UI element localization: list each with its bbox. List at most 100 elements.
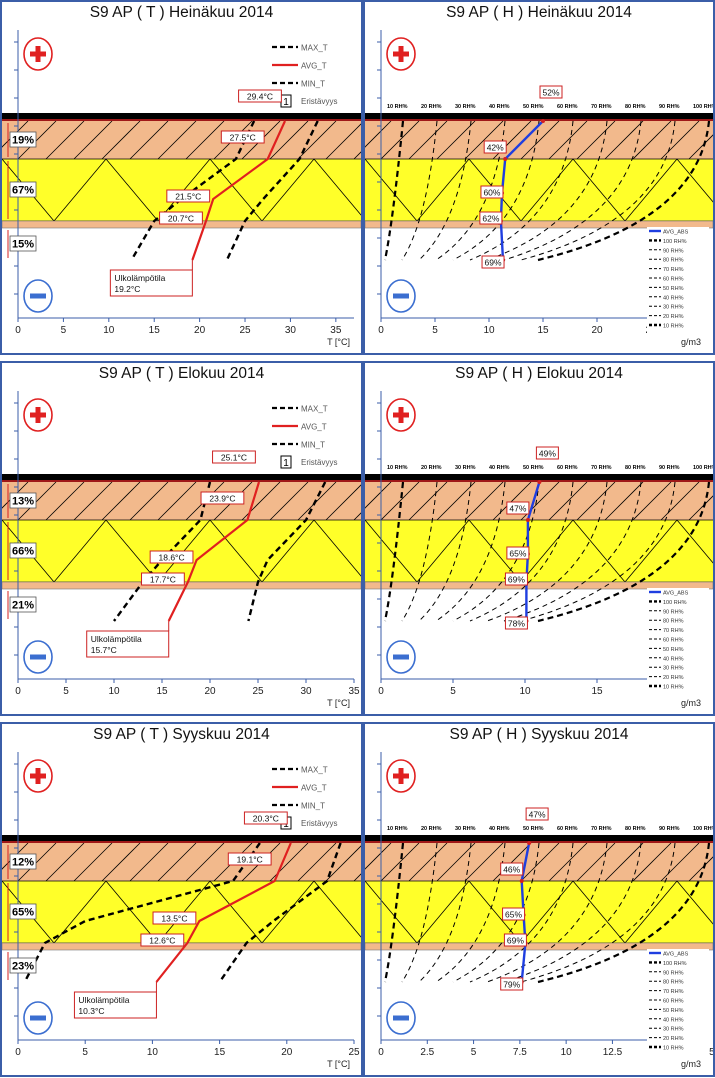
- wood-hatch: [157, 120, 197, 160]
- x-tick-label: 20: [204, 686, 216, 697]
- legend-label: 70 RH%: [663, 628, 684, 634]
- plus-icon-bar: [35, 46, 41, 62]
- x-tick-label: 7.5: [513, 1047, 527, 1058]
- wood-hatch: [464, 481, 504, 521]
- legend-label: 60 RH%: [663, 999, 684, 1005]
- rh-curve-label: 100 RH%: [693, 104, 713, 110]
- rh-curve: [486, 842, 608, 983]
- rh-point-label-box: [480, 185, 504, 199]
- chart-title: S9 AP ( H ) Elokuu 2014: [455, 365, 623, 382]
- wood-hatch: [2, 481, 29, 509]
- outdoor-label: Ulkolämpötila: [91, 634, 142, 644]
- wood-hatch: [688, 495, 713, 521]
- outdoor-label: Ulkolämpötila: [114, 273, 165, 283]
- wood-hatch: [129, 481, 169, 521]
- legend-label: 60 RH%: [663, 638, 684, 644]
- rh-point-label-box: [483, 140, 507, 154]
- rh-point-label-box: [479, 211, 503, 225]
- legend-label: 80 RH%: [663, 619, 684, 625]
- inner-board: [365, 581, 713, 590]
- wood-hatch: [548, 120, 588, 160]
- insulation-pattern: [676, 158, 713, 203]
- insulation-pattern: [313, 158, 361, 216]
- series-avg-t: [155, 842, 292, 983]
- wood-hatch: [297, 842, 337, 882]
- rh-curve-label: 100 RH%: [693, 465, 713, 471]
- layer-share: 21%: [12, 600, 34, 612]
- legend-label: 100 RH%: [663, 961, 687, 967]
- x-tick-label: 0: [378, 1047, 384, 1058]
- roof-membrane: [2, 113, 361, 121]
- wood-hatch: [660, 842, 700, 882]
- rh-curve-label: 40 RH%: [489, 826, 510, 832]
- legend-label: MIN_T: [301, 802, 325, 811]
- wood-hatch: [408, 481, 448, 521]
- avg-point-label: 23.9°C: [209, 494, 235, 504]
- x-tick-label: 15: [149, 325, 161, 336]
- legend-label: 80 RH%: [663, 980, 684, 986]
- avg-point-label-box: [212, 450, 256, 464]
- rh-curve: [418, 120, 472, 261]
- chart-title: S9 AP ( T ) Heinäkuu 2014: [89, 4, 274, 21]
- x-tick-label: 35: [330, 325, 342, 336]
- wood-hatch: [380, 842, 420, 882]
- rh-curve: [383, 842, 405, 983]
- wood-hatch: [2, 120, 29, 148]
- rh-curve-label: 100 RH%: [693, 826, 713, 832]
- x-tick-label: 0: [15, 686, 21, 697]
- legend-label: 50 RH%: [663, 647, 684, 653]
- rh-curve: [383, 481, 405, 622]
- rh-curve-label: 90 RH%: [659, 465, 680, 471]
- legend-label: MAX_T: [301, 405, 328, 414]
- minus-icon-bar: [393, 654, 409, 660]
- layer-share: 13%: [12, 496, 34, 508]
- avg-abs-point: [527, 841, 532, 845]
- rh-point-label-box: [503, 933, 527, 947]
- avg-point-label: 21.5°C: [175, 192, 201, 202]
- rh-curve-label: 60 RH%: [557, 465, 578, 471]
- rh-curve-label: 40 RH%: [489, 104, 510, 110]
- plus-icon-bar: [398, 407, 404, 423]
- wood-hatch: [632, 120, 672, 160]
- legend-label: MAX_T: [301, 44, 328, 53]
- wood-hatch: [129, 842, 169, 882]
- inner-board: [365, 942, 713, 951]
- rh-curve: [537, 120, 711, 262]
- rh-point-label-box: [539, 85, 563, 99]
- wood-hatch: [632, 481, 672, 521]
- wood-hatch: [464, 120, 504, 160]
- rh-curve: [418, 481, 472, 622]
- x-tick-label: 2.5: [420, 1047, 434, 1058]
- legend-label: 30 RH%: [663, 666, 684, 672]
- wood-hatch: [688, 134, 713, 160]
- temperature-profile-chart: 0 5 10 15 20 25 30 35T [°C] MAX_T AVG_T MIN_T 1 Eris…: [2, 30, 361, 347]
- wood-hatch: [101, 842, 141, 882]
- legend-label: 20 RH%: [663, 1036, 684, 1042]
- insulation-layer: [365, 520, 713, 582]
- avg-point-label: 20.3°C: [253, 814, 279, 824]
- rh-curve-label: 80 RH%: [625, 465, 646, 471]
- wood-hatch: [297, 120, 337, 160]
- temperature-panel: S9 AP ( T ) Syyskuu 2014 0 5 10 15 20 25 T [°C…: [0, 722, 363, 1077]
- legend-label: 50 RH%: [663, 1008, 684, 1014]
- rh-curve: [537, 842, 711, 984]
- layer-number: 1: [283, 458, 289, 469]
- rh-curve: [401, 481, 438, 622]
- x-axis-label: g/m3: [681, 337, 701, 347]
- rh-curve: [401, 842, 438, 983]
- outdoor-label-box: [86, 630, 170, 658]
- legend-label: 30 RH%: [663, 1027, 684, 1033]
- wood-hatch: [73, 481, 113, 521]
- x-tick-label: 10: [519, 686, 531, 697]
- roof-membrane: [365, 835, 713, 843]
- wood-layer: [2, 843, 361, 881]
- avg-point-label-box: [227, 852, 272, 866]
- rh-curve-label: 70 RH%: [591, 465, 612, 471]
- layer-share: 19%: [12, 135, 34, 147]
- wood-hatch: [45, 842, 85, 882]
- rh-curve-label: 60 RH%: [557, 826, 578, 832]
- x-tick-label: 10: [108, 686, 120, 697]
